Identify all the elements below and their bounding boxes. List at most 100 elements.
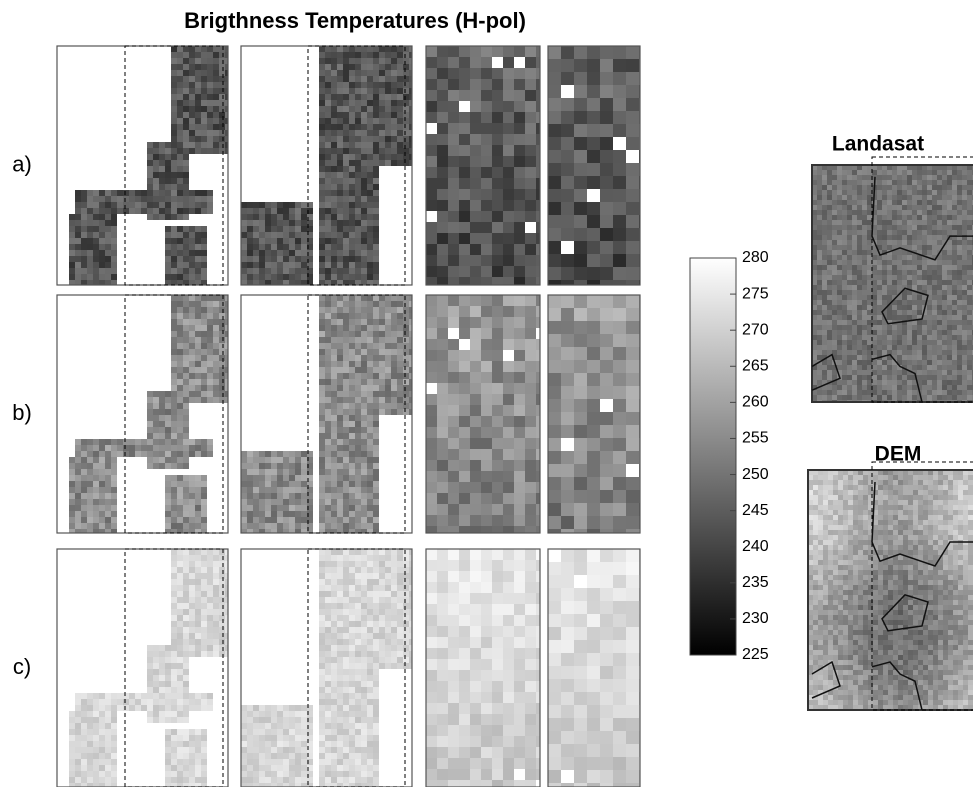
pixel (337, 52, 343, 58)
pixel (587, 640, 600, 653)
pixel (319, 214, 325, 220)
pixel (574, 111, 587, 124)
pixel (189, 765, 195, 771)
pixel (947, 190, 952, 195)
pixel (349, 591, 355, 597)
pixel (165, 244, 171, 250)
pixel (448, 46, 459, 57)
pixel (448, 515, 459, 526)
pixel (403, 561, 409, 567)
pixel (613, 46, 626, 59)
pixel (525, 604, 536, 615)
pixel (613, 163, 626, 176)
pixel (75, 523, 81, 529)
pixel (492, 780, 503, 787)
pixel (213, 295, 219, 301)
pixel (183, 88, 189, 94)
pixel (574, 679, 587, 692)
pixel (385, 657, 391, 663)
pixel (355, 505, 361, 511)
pixel (379, 142, 385, 148)
pixel (277, 451, 283, 457)
pixel (271, 274, 277, 280)
pixel (283, 226, 289, 232)
pixel (325, 373, 331, 379)
pixel (295, 463, 301, 469)
pixel (525, 593, 536, 604)
pixel (397, 94, 403, 100)
pixel (349, 505, 355, 511)
pixel (385, 76, 391, 82)
pixel (525, 725, 536, 736)
pixel (437, 637, 448, 648)
pixel (503, 255, 514, 266)
pixel (385, 64, 391, 70)
pixel (183, 511, 189, 517)
pixel (343, 699, 349, 705)
pixel (301, 238, 307, 244)
pixel (391, 301, 397, 307)
pixel (319, 469, 325, 475)
pixel (481, 123, 492, 134)
pixel (437, 736, 448, 747)
pixel (373, 112, 379, 118)
pixel (87, 493, 93, 499)
pixel (177, 549, 183, 555)
pixel (403, 367, 409, 373)
pixel (459, 112, 470, 123)
pixel (177, 481, 183, 487)
pixel (525, 681, 536, 692)
pixel (437, 526, 448, 533)
pixel (105, 226, 111, 232)
colorbar-tick-label: 255 (742, 430, 769, 447)
pixel (331, 505, 337, 511)
pixel (301, 741, 307, 747)
pixel (183, 765, 189, 771)
pixel (195, 439, 201, 445)
pixel (207, 391, 213, 397)
pixel (201, 46, 207, 52)
pixel (325, 349, 331, 355)
pixel (325, 82, 331, 88)
pixel (397, 379, 403, 385)
pixel (912, 175, 917, 180)
pixel (470, 211, 481, 222)
pixel (367, 130, 373, 136)
pixel (189, 645, 195, 651)
pixel (587, 562, 600, 575)
pixel (69, 517, 75, 523)
pixel (111, 196, 117, 202)
pixel (626, 98, 639, 111)
pixel (283, 493, 289, 499)
pixel (325, 549, 331, 555)
pixel (481, 626, 492, 637)
pixel (283, 741, 289, 747)
pixel (153, 403, 159, 409)
pixel (195, 148, 201, 154)
pixel (87, 693, 93, 699)
pixel (247, 475, 253, 481)
pixel (259, 493, 265, 499)
pixel (331, 142, 337, 148)
pixel (265, 735, 271, 741)
pixel (459, 317, 470, 328)
pixel (253, 463, 259, 469)
pixel (171, 499, 177, 505)
pixel (99, 256, 105, 262)
pixel (367, 403, 373, 409)
pixel (93, 244, 99, 250)
pixel (367, 621, 373, 627)
pixel (153, 160, 159, 166)
pixel (397, 58, 403, 64)
pixel (93, 262, 99, 268)
pixel (379, 555, 385, 561)
pixel (177, 591, 183, 597)
pixel (331, 202, 337, 208)
pixel (289, 747, 295, 753)
pixel (219, 579, 225, 585)
pixel (219, 100, 225, 106)
pixel (962, 170, 967, 175)
pixel (613, 308, 626, 321)
pixel (481, 780, 492, 787)
pixel (183, 184, 189, 190)
